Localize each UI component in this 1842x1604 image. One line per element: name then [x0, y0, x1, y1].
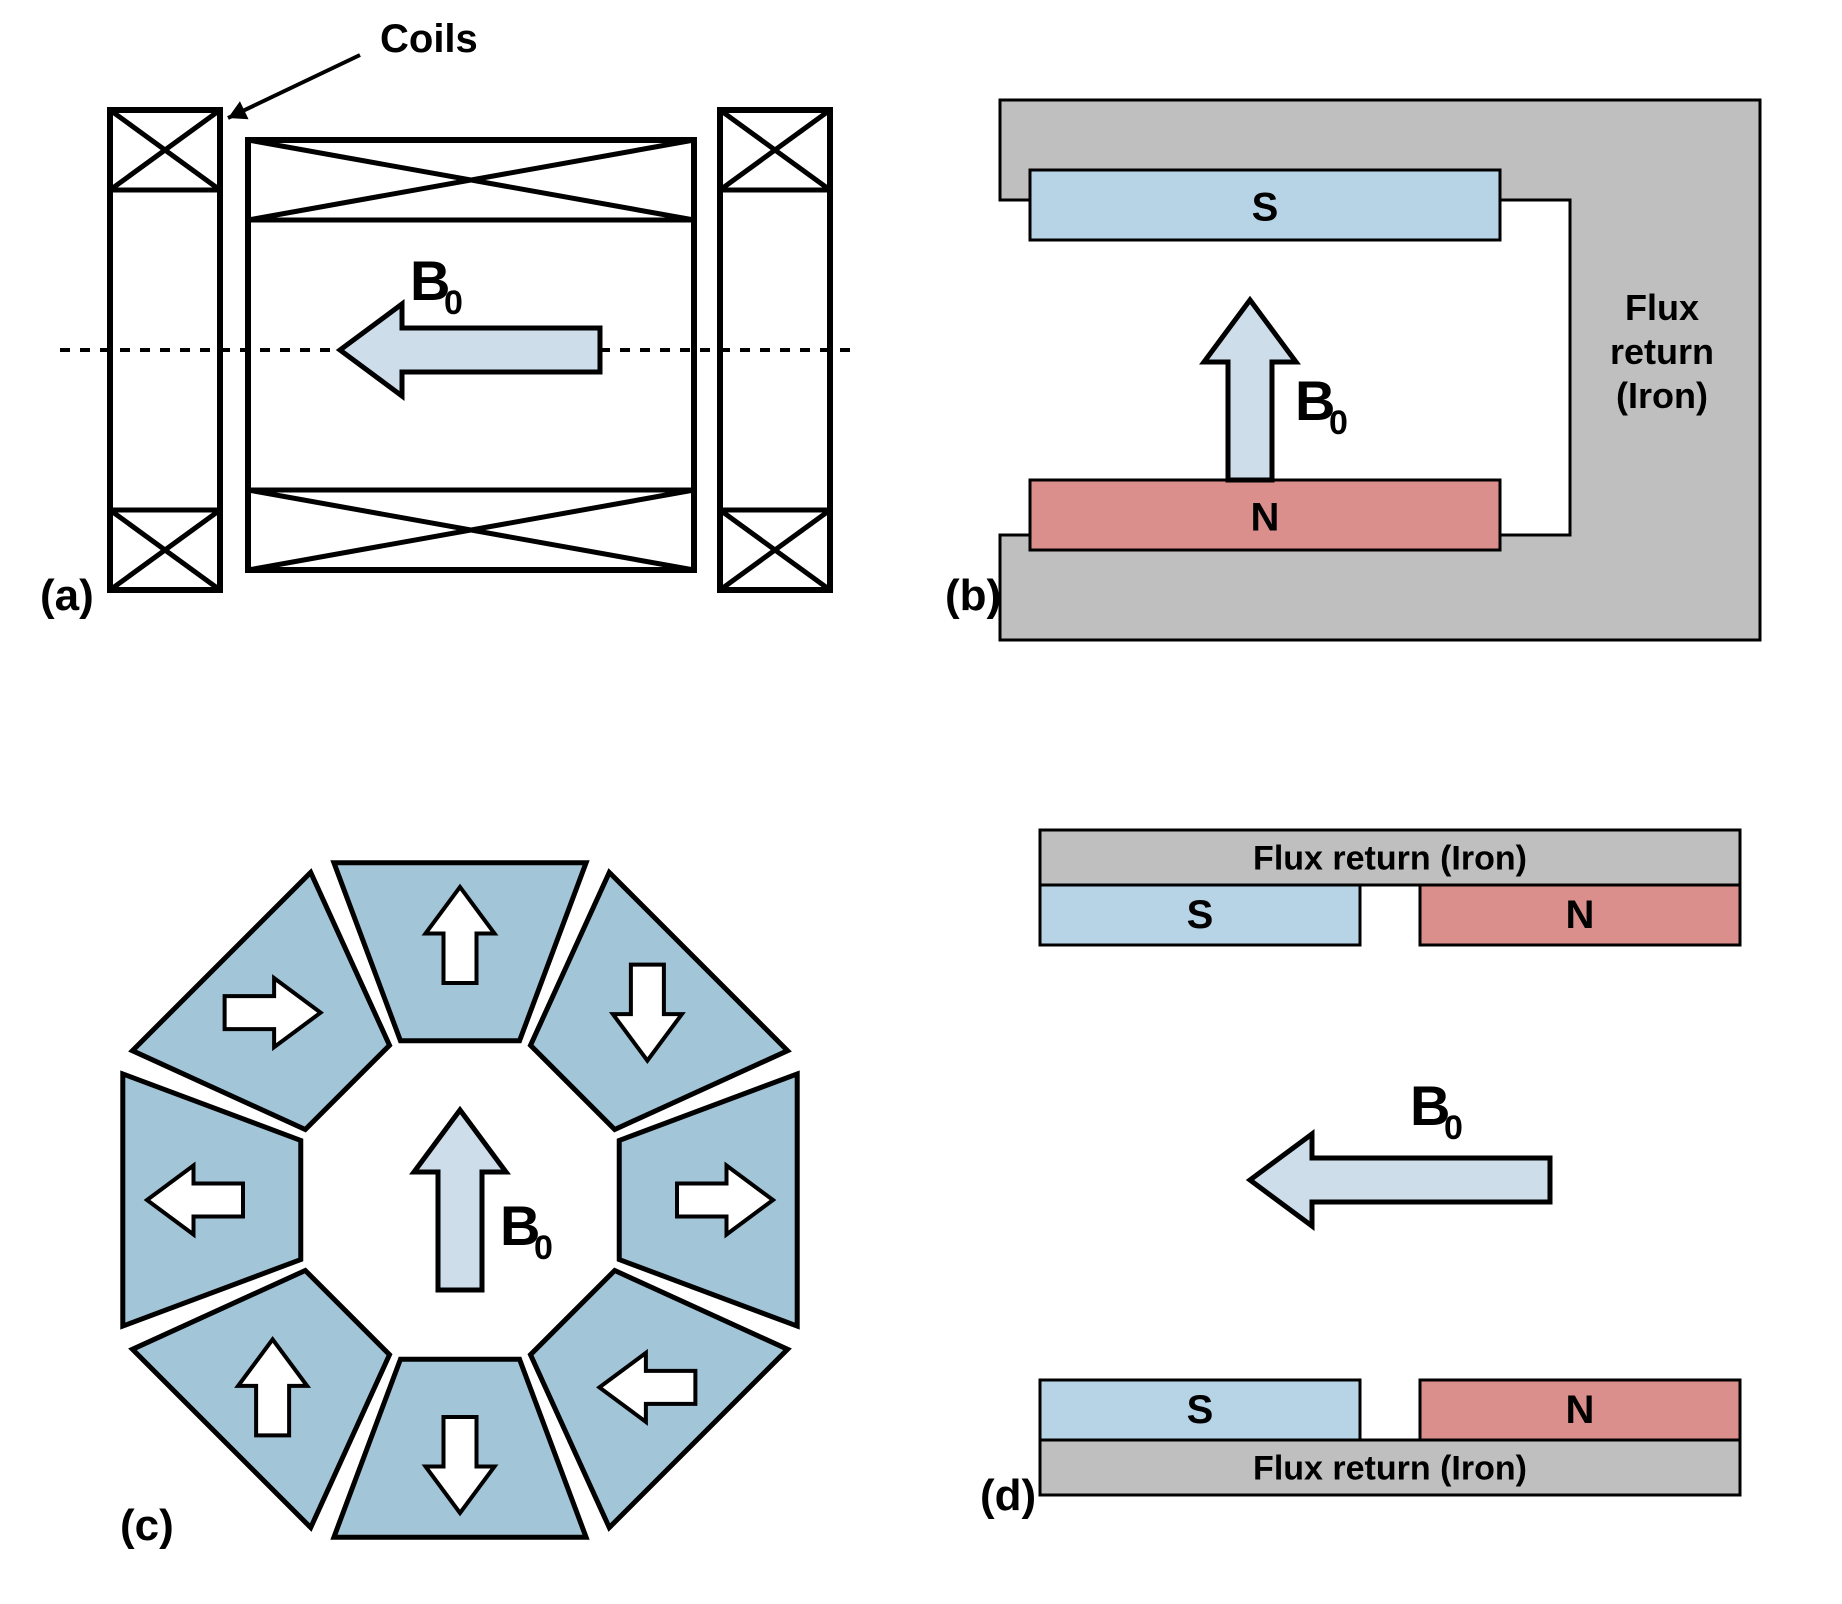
svg-text:Coils: Coils [380, 17, 478, 61]
svg-text:N: N [1566, 1388, 1595, 1432]
svg-text:(d): (d) [980, 1471, 1036, 1520]
svg-text:N: N [1566, 893, 1595, 937]
svg-text:0: 0 [534, 1229, 553, 1267]
svg-text:N: N [1251, 495, 1280, 539]
svg-text:0: 0 [444, 284, 463, 322]
svg-text:return: return [1610, 331, 1714, 372]
svg-text:(Iron): (Iron) [1616, 375, 1708, 416]
svg-text:S: S [1187, 893, 1214, 937]
svg-text:Flux return (Iron): Flux return (Iron) [1253, 1450, 1527, 1488]
svg-text:0: 0 [1329, 404, 1348, 442]
svg-text:0: 0 [1444, 1109, 1463, 1147]
svg-text:Flux return (Iron): Flux return (Iron) [1253, 840, 1527, 878]
svg-text:Flux: Flux [1625, 287, 1699, 328]
svg-text:(a): (a) [40, 571, 94, 620]
svg-text:S: S [1187, 1388, 1214, 1432]
svg-text:(b): (b) [945, 571, 1001, 620]
svg-text:S: S [1252, 185, 1279, 229]
svg-text:(c): (c) [120, 1501, 174, 1550]
